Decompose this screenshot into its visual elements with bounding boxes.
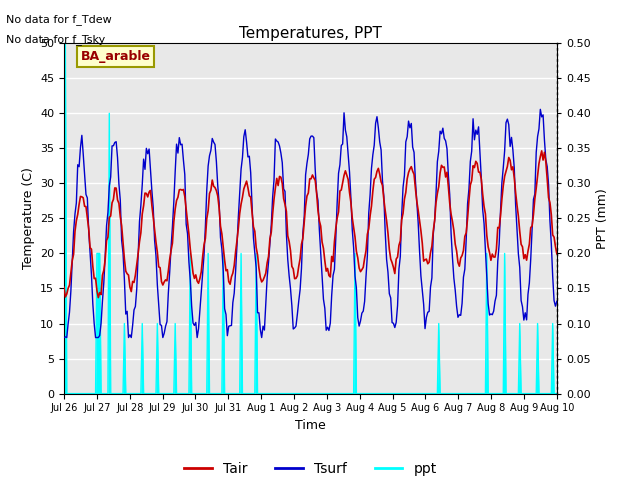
Text: BA_arable: BA_arable	[81, 50, 150, 63]
Title: Temperatures, PPT: Temperatures, PPT	[239, 25, 382, 41]
Y-axis label: PPT (mm): PPT (mm)	[596, 188, 609, 249]
Text: No data for f_Tsky: No data for f_Tsky	[6, 34, 106, 45]
Text: No data for f_Tdew: No data for f_Tdew	[6, 14, 112, 25]
Y-axis label: Temperature (C): Temperature (C)	[22, 168, 35, 269]
X-axis label: Time: Time	[295, 419, 326, 432]
Legend: Tair, Tsurf, ppt: Tair, Tsurf, ppt	[179, 456, 442, 480]
